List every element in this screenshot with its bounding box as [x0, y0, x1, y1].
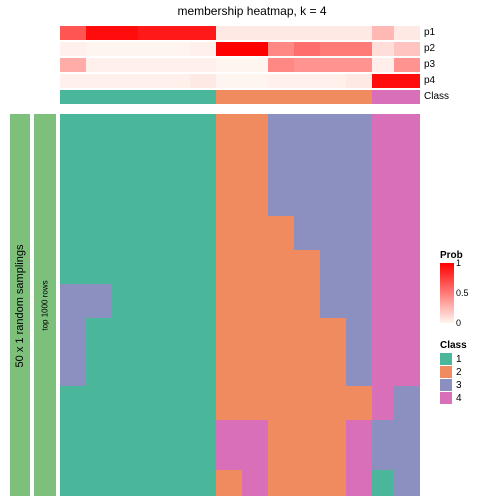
row-label-p3: p3	[424, 59, 435, 70]
heat-row	[60, 470, 420, 496]
legend-prob-tick: 1	[456, 258, 461, 268]
heat-row	[60, 148, 420, 182]
row-label-p4: p4	[424, 75, 435, 86]
legend-label: 4	[456, 393, 462, 404]
prob-row-p4	[60, 74, 420, 88]
chart-title: membership heatmap, k = 4	[0, 4, 504, 18]
heat-row	[60, 318, 420, 352]
sidebar-samplings-label: 50 x 1 random samplings	[14, 206, 26, 406]
row-label-p1: p1	[424, 27, 435, 38]
legend-class-item: 2	[440, 366, 467, 378]
legend-class-item: 3	[440, 379, 467, 391]
legend-swatch	[440, 366, 452, 378]
prob-row-p1	[60, 26, 420, 40]
prob-row-p2	[60, 42, 420, 56]
legend-prob-gradient: 10.50	[440, 263, 454, 323]
legend-label: 2	[456, 367, 462, 378]
heat-row	[60, 386, 420, 420]
heat-row	[60, 182, 420, 216]
legend-class-title: Class	[440, 340, 467, 351]
heat-row	[60, 250, 420, 284]
legend-swatch	[440, 392, 452, 404]
prob-row-p3	[60, 58, 420, 72]
legend-class-item: 4	[440, 392, 467, 404]
legend-swatch	[440, 379, 452, 391]
legend-swatch	[440, 353, 452, 365]
legend-label: 3	[456, 380, 462, 391]
heat-row	[60, 352, 420, 386]
class-row	[60, 90, 420, 104]
legend-prob-tick: 0.5	[456, 288, 469, 298]
legend-class-item: 1	[440, 353, 467, 365]
heat-row	[60, 216, 420, 250]
heat-row	[60, 420, 420, 470]
legend-prob-tick: 0	[456, 318, 461, 328]
legend-label: 1	[456, 354, 462, 365]
sidebar-top-rows-label: top 1000 rows	[41, 206, 50, 406]
legend-class: Class 1 2 3 4	[440, 340, 467, 405]
legend-prob: Prob10.50	[440, 250, 463, 325]
heat-row	[60, 284, 420, 318]
heat-row	[60, 114, 420, 148]
main-heatmap	[60, 114, 420, 496]
row-label-class: Class	[424, 91, 449, 102]
row-label-p2: p2	[424, 43, 435, 54]
